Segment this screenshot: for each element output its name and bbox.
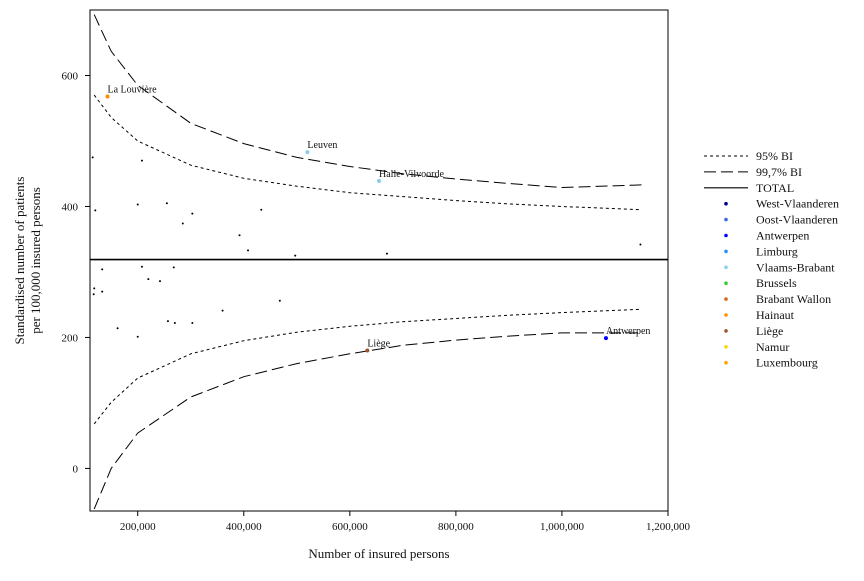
- x-tick-label: 1,000,000: [540, 521, 585, 533]
- labeled-point: [377, 178, 381, 183]
- point-label: Halle-Vilvoorde: [379, 169, 444, 180]
- legend-label: Liège: [756, 324, 783, 338]
- legend-marker: [724, 313, 728, 317]
- y-tick-label: 0: [73, 463, 79, 475]
- control-limit-1-upper: [93, 14, 642, 189]
- x-axis-title: Number of insured persons: [308, 546, 449, 561]
- legend-label: 99,7% BI: [756, 165, 802, 179]
- labeled-point: [603, 336, 608, 341]
- control-limit-0-upper: [93, 94, 642, 211]
- labeled-point: [305, 150, 310, 155]
- data-point: [191, 322, 194, 325]
- y-axis-title-line: Standardised number of patients: [12, 177, 27, 345]
- data-point: [140, 159, 143, 162]
- legend-label: Luxembourg: [756, 356, 818, 370]
- point-label: La Louvière: [107, 84, 157, 95]
- legend-marker: [724, 329, 728, 333]
- data-point: [116, 327, 119, 330]
- legend-marker: [724, 233, 728, 238]
- data-point: [191, 212, 194, 215]
- data-point: [294, 254, 297, 257]
- data-point: [221, 309, 224, 312]
- x-tick-label: 200,000: [120, 521, 156, 533]
- plot-layer: La Louvière Leuven Halle-Vilvoorde Liège Ant…: [89, 9, 669, 512]
- legend-label: Limburg: [756, 244, 798, 258]
- data-point: [101, 290, 104, 293]
- legend-label: Namur: [756, 340, 789, 354]
- legend: 95% BI 99,7% BI TOTAL West-Vlaanderen Oost-V…: [704, 149, 839, 370]
- data-point: [166, 320, 169, 323]
- data-point: [639, 243, 642, 246]
- control-limit-1-lower: [93, 332, 642, 510]
- legend-marker: [724, 281, 728, 286]
- data-point: [247, 249, 250, 252]
- data-point: [165, 202, 168, 205]
- data-point: [93, 287, 96, 290]
- x-tick-label: 400,000: [226, 521, 262, 533]
- legend-label: Brussels: [756, 276, 797, 290]
- data-point: [158, 280, 161, 283]
- legend-marker: [724, 201, 728, 206]
- legend-label: Vlaams-Brabant: [756, 260, 835, 274]
- data-point: [181, 222, 184, 225]
- legend-label: West-Vlaanderen: [756, 197, 839, 211]
- data-point: [147, 278, 150, 281]
- legend-marker: [724, 249, 728, 254]
- y-axis-title: Standardised number of patientsper 100,0…: [12, 177, 43, 345]
- legend-marker: [724, 345, 728, 349]
- data-point: [92, 293, 95, 296]
- data-point: [260, 208, 263, 211]
- legend-label: Brabant Wallon: [756, 292, 831, 306]
- data-point: [385, 252, 388, 255]
- labeled-point: [365, 348, 370, 353]
- point-label: Liège: [367, 339, 390, 350]
- x-tick-label: 800,000: [438, 521, 474, 533]
- y-tick-label: 400: [62, 201, 79, 213]
- data-point: [136, 335, 139, 338]
- legend-marker: [724, 265, 728, 270]
- point-label: Leuven: [307, 140, 337, 151]
- axis-layer: 200,000 400,000 600,000 800,000 1,000,000 1,2…: [12, 70, 691, 561]
- data-point: [140, 265, 143, 268]
- legend-marker: [724, 217, 728, 222]
- point-label: Antwerpen: [606, 326, 650, 337]
- legend-label: Hainaut: [756, 308, 795, 322]
- y-tick-label: 600: [62, 70, 79, 82]
- data-point: [101, 268, 104, 271]
- legend-marker: [724, 297, 728, 301]
- legend-label: Oost-Vlaanderen: [756, 213, 838, 227]
- data-point: [172, 266, 175, 269]
- data-point: [278, 299, 281, 302]
- labeled-point: [105, 94, 110, 99]
- legend-label: Antwerpen: [756, 229, 809, 243]
- data-point: [91, 156, 94, 159]
- x-tick-label: 600,000: [332, 521, 368, 533]
- y-tick-label: 200: [62, 332, 79, 344]
- data-point: [238, 234, 241, 237]
- data-point: [94, 209, 97, 212]
- plot-frame: [89, 9, 669, 512]
- data-point: [173, 322, 176, 325]
- x-tick-label: 1,200,000: [646, 521, 691, 533]
- legend-label: 95% BI: [756, 149, 793, 163]
- legend-label: TOTAL: [756, 181, 794, 195]
- data-point: [136, 203, 139, 206]
- control-limit-0-lower: [93, 308, 642, 425]
- y-axis-title-line: per 100,000 insured persons: [28, 187, 43, 334]
- legend-marker: [724, 360, 728, 365]
